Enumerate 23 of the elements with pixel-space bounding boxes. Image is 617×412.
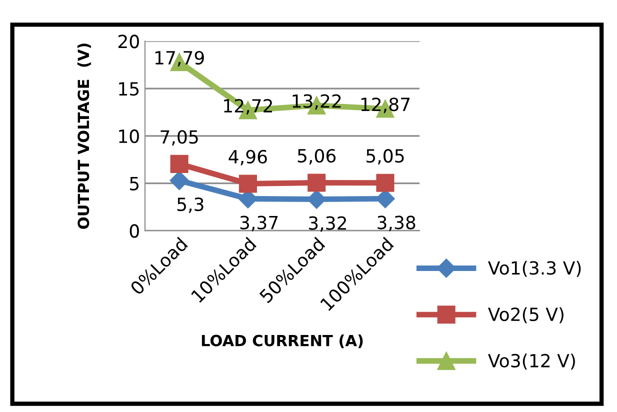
y-tick-label: 5: [130, 177, 139, 190]
data-label: 4,96: [228, 150, 267, 166]
point: [376, 174, 394, 192]
data-label: 5,05: [366, 149, 404, 165]
data-label: 3,38: [378, 216, 416, 232]
data-label: 12,72: [224, 98, 272, 114]
y-tick-label: 10: [119, 129, 139, 144]
data-label: 3,37: [240, 216, 278, 232]
legend-label: Vo1(3.3 V): [488, 260, 581, 277]
y-tick-label: 15: [119, 82, 139, 96]
y-tick-label: 20: [118, 34, 139, 48]
point: [170, 154, 188, 173]
legend-label: Vo2(5 V): [488, 307, 564, 324]
y-tick-label: 0: [130, 224, 139, 238]
data-label: 3,32: [308, 216, 346, 232]
legend-label: Vo3(12 V): [488, 354, 575, 370]
data-label: 5,06: [298, 148, 336, 164]
data-label: 5,3: [177, 197, 204, 213]
point: [308, 174, 326, 192]
y-axis-title: OUTPUT VOLTAGE (V): [77, 44, 91, 229]
point: [238, 174, 257, 193]
x-axis-title: LOAD CURRENT (A): [202, 334, 363, 348]
data-label: 7,05: [160, 130, 198, 146]
